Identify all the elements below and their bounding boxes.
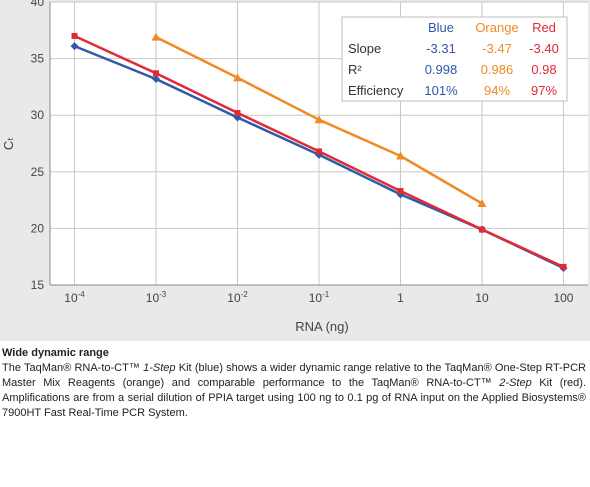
caption-title: Wide dynamic range — [2, 347, 109, 359]
grid-lines — [50, 1, 588, 286]
data-point-orange — [151, 32, 161, 41]
data-point-red — [397, 188, 404, 195]
stats-value: -3.40 — [529, 41, 559, 56]
y-tick-label: 15 — [31, 278, 45, 292]
data-point-red — [153, 70, 160, 77]
x-tick-label: 1 — [397, 291, 404, 305]
stats-row-label: R² — [348, 62, 362, 77]
ct-vs-rna-chart: 15 20 25 30 35 40 10-4 10-3 10-2 10-1 1 10 100 Blue O… — [1, 0, 588, 334]
stats-value: 94% — [484, 83, 510, 98]
x-tick-label: 10-4 — [64, 290, 85, 305]
x-tick-label: 100 — [553, 291, 573, 305]
data-point-orange — [395, 151, 405, 160]
data-point-red — [71, 32, 78, 39]
data-point-orange — [314, 115, 324, 124]
chart-panel: 15 20 25 30 35 40 10-4 10-3 10-2 10-1 1 10 100 Blue O… — [0, 0, 590, 341]
stats-header: Red — [532, 20, 556, 35]
data-point-red — [560, 263, 567, 270]
x-tick-label: 10-1 — [309, 290, 330, 305]
stats-header: Orange — [475, 20, 518, 35]
y-tick-label: 40 — [31, 0, 45, 9]
x-tick-label: 10-2 — [227, 290, 248, 305]
stats-value: 0.986 — [481, 62, 514, 77]
stats-value: 101% — [424, 83, 458, 98]
y-tick-label: 35 — [31, 52, 45, 66]
series-lines — [70, 32, 568, 273]
data-point-red — [234, 109, 241, 116]
y-tick-label: 25 — [31, 165, 45, 179]
stats-value: 0.98 — [531, 62, 556, 77]
data-point-blue — [70, 42, 79, 51]
x-tick-label: 10 — [475, 291, 489, 305]
stats-box — [341, 16, 568, 102]
stats-header: Blue — [428, 20, 454, 35]
data-point-red — [316, 148, 322, 155]
stats-value: 97% — [531, 83, 557, 98]
data-point-blue — [152, 74, 161, 83]
stats-value: -3.47 — [482, 41, 512, 56]
x-tick-label: 10-3 — [146, 290, 167, 305]
stats-value: -3.31 — [426, 41, 456, 56]
axes: 15 20 25 30 35 40 10-4 10-3 10-2 10-1 1 10 100 — [31, 0, 588, 305]
stats-value: 0.998 — [425, 62, 458, 77]
y-axis-label: Cₜ — [1, 137, 16, 150]
stats-table: Blue Orange Red Slope -3.31 -3.47 -3.40 R² 0.998… — [341, 16, 568, 102]
stats-row-label: Slope — [348, 41, 381, 56]
x-axis-label: RNA (ng) — [295, 319, 348, 334]
stats-row-label: Efficiency — [348, 83, 404, 98]
caption-body: The TaqMan® RNA-to-CT™ 1-Step Kit (blue)… — [2, 362, 587, 419]
y-tick-label: 20 — [31, 221, 45, 235]
y-tick-label: 30 — [31, 108, 45, 122]
figure-caption: Wide dynamic range The TaqMan® RNA-to-CT… — [2, 345, 586, 421]
data-point-orange — [477, 198, 487, 207]
data-point-orange — [233, 73, 243, 82]
data-point-red — [478, 226, 485, 233]
